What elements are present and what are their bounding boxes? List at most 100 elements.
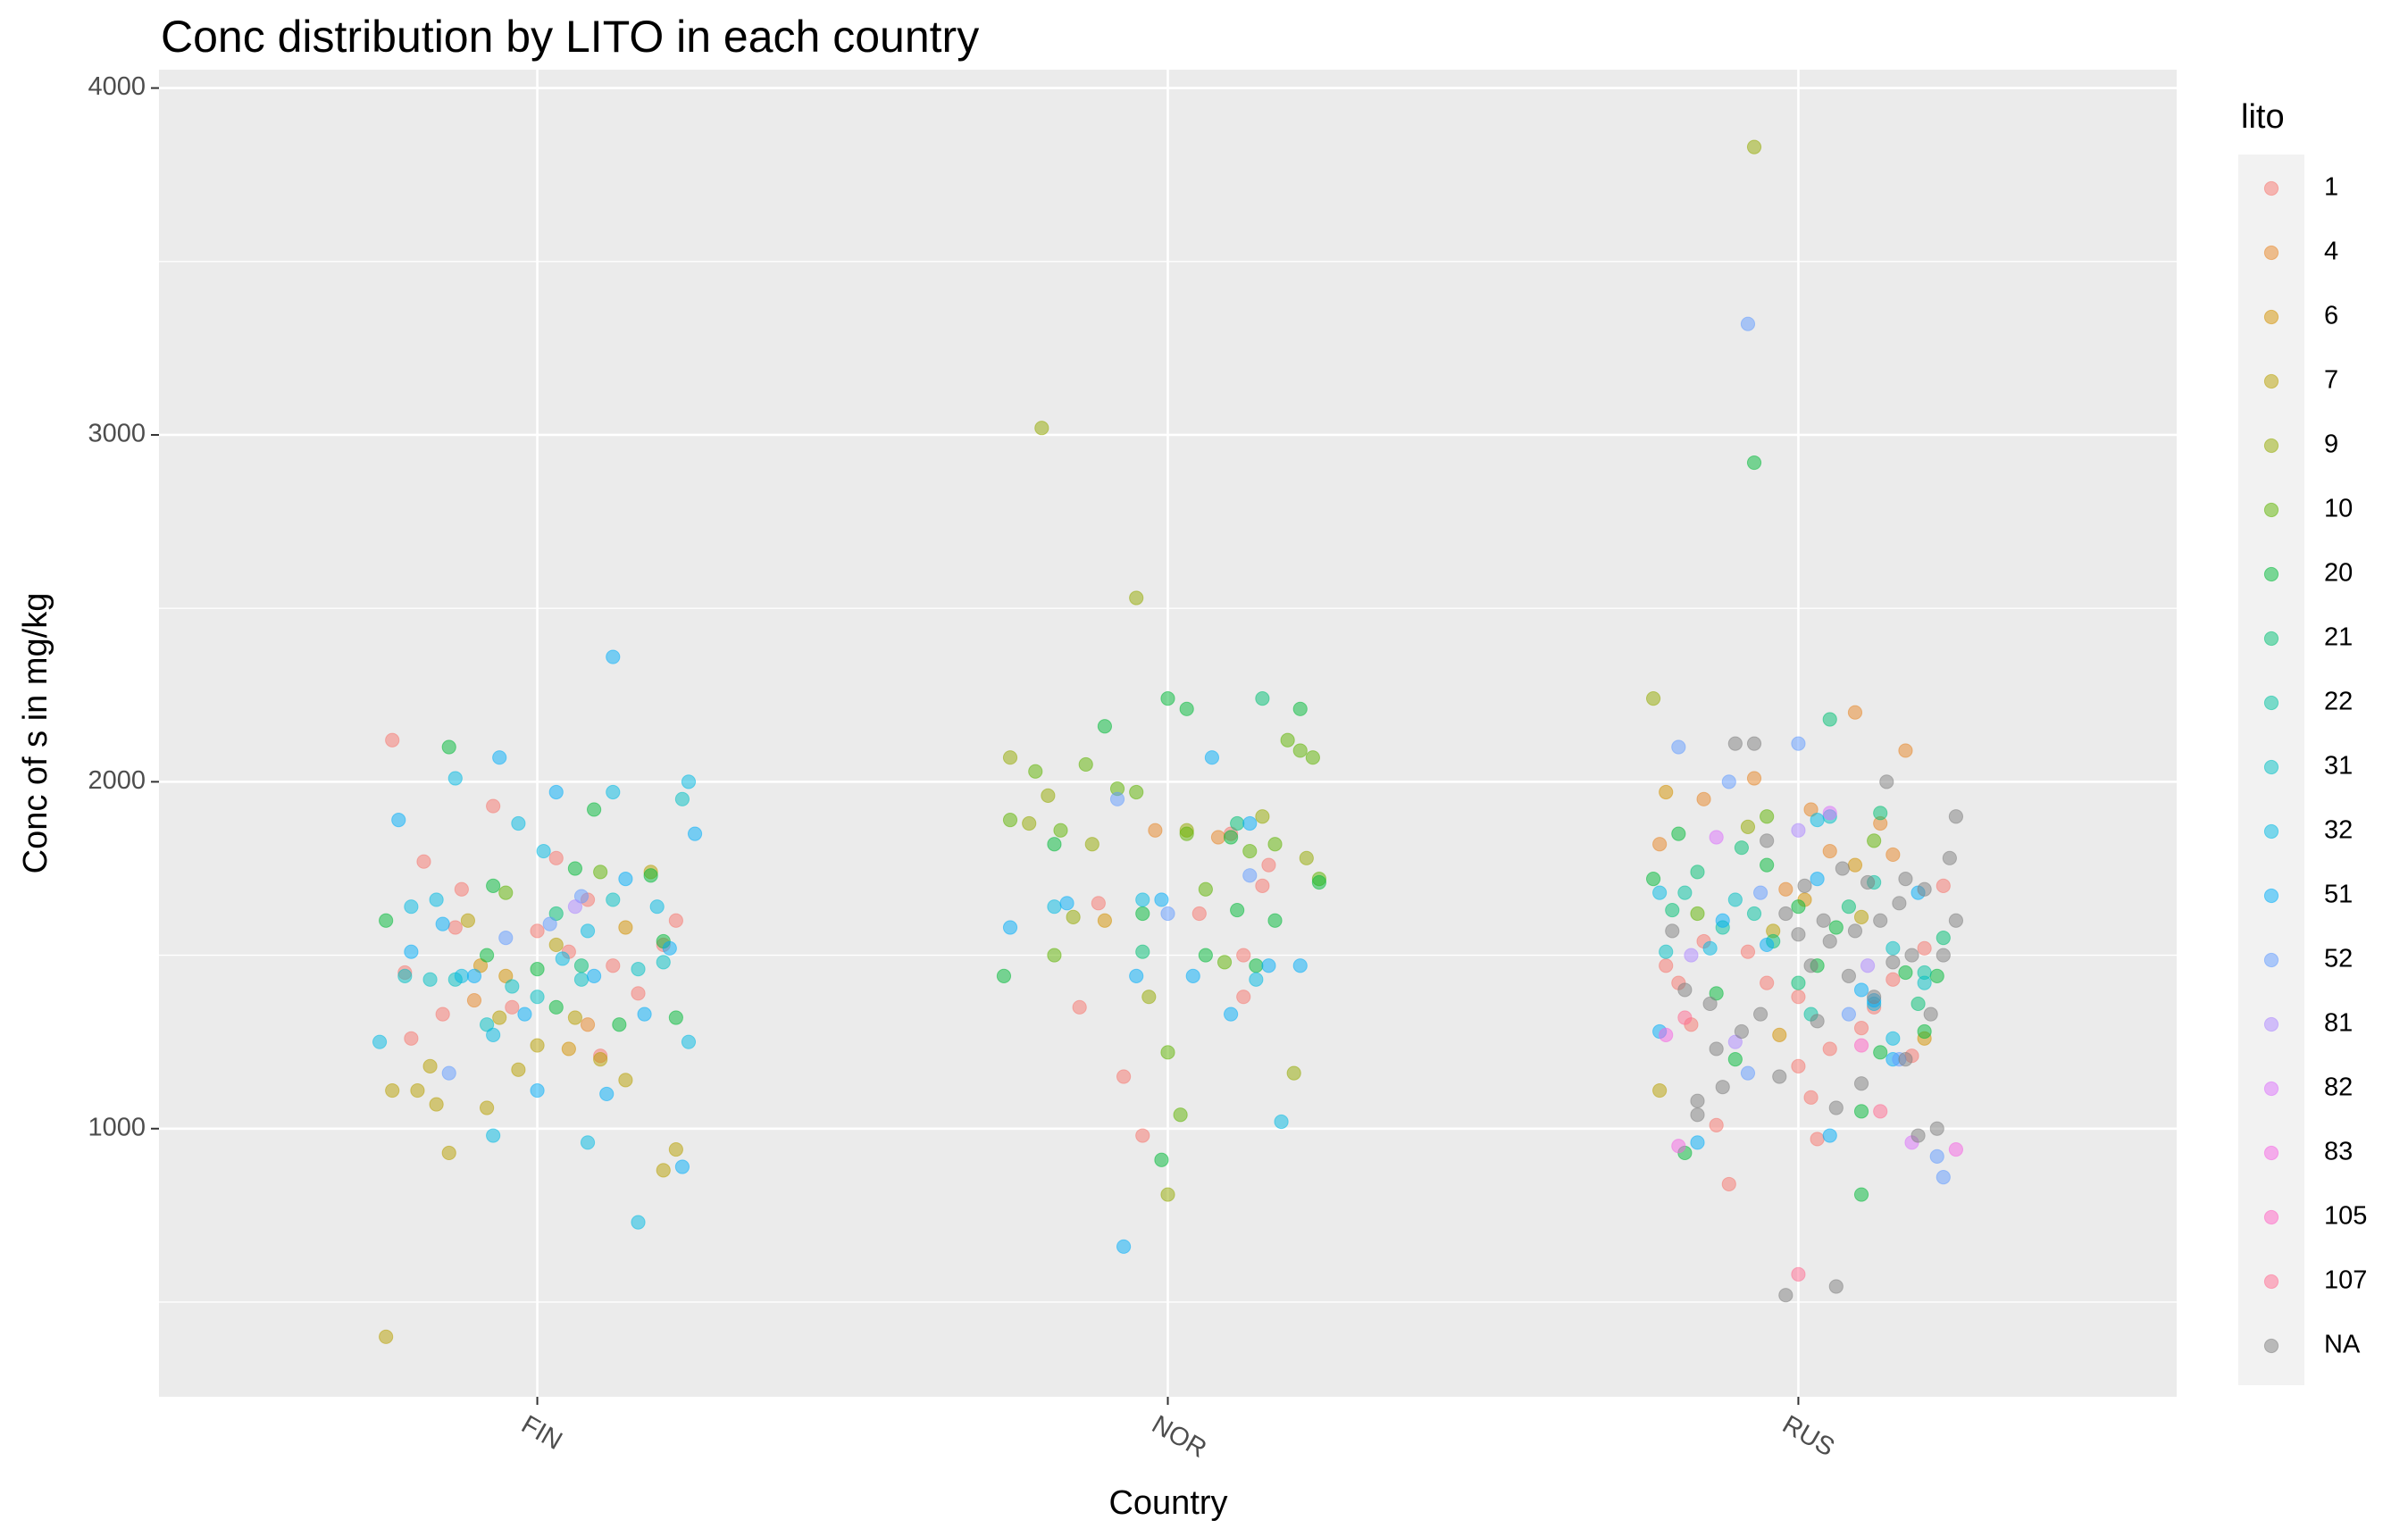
data-point [498,931,514,946]
data-point [1822,843,1837,859]
data-point [1109,791,1125,806]
legend-key [2263,1209,2279,1225]
data-point [1645,872,1661,887]
data-point [631,986,646,1001]
data-point [1715,913,1730,928]
data-point [1129,968,1144,983]
data-point [1179,701,1194,716]
data-point [1255,809,1270,824]
data-point [573,889,589,904]
data-point [1853,982,1869,998]
data-point [1828,1100,1844,1115]
data-point [555,951,570,966]
data-point [1810,1132,1825,1147]
data-point [1853,1076,1869,1091]
data-point [447,920,463,935]
data-point [536,843,551,859]
data-point [1198,881,1213,897]
data-point [1772,1027,1787,1043]
y-tick-label: 3000 [88,420,146,448]
data-point [1791,1058,1806,1073]
data-point [567,861,583,876]
data-point [1746,771,1762,786]
data-point [379,913,394,928]
data-point [1097,913,1113,928]
legend-label: 51 [2324,881,2353,909]
data-point [674,791,690,806]
data-point [1791,1266,1806,1282]
data-point [1002,920,1018,935]
data-point [580,1135,596,1150]
data-point [1696,791,1711,806]
data-point [1760,809,1775,824]
data-point [1652,837,1668,852]
data-point [1936,948,1951,963]
data-point [1791,736,1806,751]
data-point [1860,958,1876,973]
legend-key [2263,1081,2279,1097]
data-point [1853,1187,1869,1202]
data-point [1828,1279,1844,1294]
data-point [1791,899,1806,915]
data-point [1022,815,1037,831]
data-point [1690,1135,1705,1150]
data-point [674,1159,690,1174]
legend-key [2263,952,2279,968]
legend-label: 82 [2324,1073,2353,1102]
data-point [573,972,589,987]
data-point [1242,868,1258,883]
data-point [668,1141,683,1157]
data-point [454,881,469,897]
data-point [1292,958,1308,973]
data-point [1702,996,1718,1012]
data-point [1791,990,1806,1005]
data-point [1659,944,1674,959]
data-point [416,854,431,869]
data-point [548,937,564,953]
data-point [1690,906,1705,922]
data-point [1274,1114,1289,1130]
legend-label: 52 [2324,945,2353,973]
data-point [1853,1038,1869,1053]
data-point [1702,940,1718,956]
data-point [1645,691,1661,706]
data-point [486,1027,501,1043]
data-point [1760,937,1775,953]
data-point [1948,913,1964,928]
data-point [1942,850,1957,865]
legend-key [2263,1145,2279,1161]
data-point [1047,837,1062,852]
data-point [1047,948,1062,963]
data-point [1898,872,1913,887]
data-point [1684,948,1699,963]
data-point [1778,1288,1793,1303]
data-point [649,899,665,915]
data-point [1752,1007,1768,1022]
data-point [1923,1007,1938,1022]
data-point [1835,861,1850,876]
data-point [1760,833,1775,848]
data-point [580,1017,596,1032]
data-point [567,1010,583,1025]
data-point [1822,712,1837,727]
data-point [561,1041,576,1057]
data-point [447,771,463,786]
data-point [391,812,406,828]
data-point [492,1010,507,1025]
data-point [1911,996,1926,1012]
data-point [1249,958,1264,973]
data-point [1002,750,1018,765]
data-point [1752,885,1768,900]
data-point [1803,1090,1819,1105]
data-point [1841,899,1857,915]
legend-key [2263,245,2279,261]
data-point [505,999,520,1015]
data-point [1034,421,1049,436]
data-point [1659,1027,1674,1043]
legend-key [2263,631,2279,647]
data-point [505,979,520,994]
data-point [1690,1107,1705,1123]
legend-key [2263,1274,2279,1290]
data-point [1160,691,1175,706]
